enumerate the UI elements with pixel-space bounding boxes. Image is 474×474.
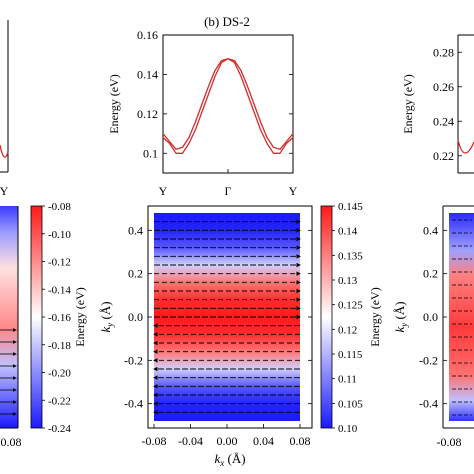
y-tick-label: 0.4: [128, 223, 143, 237]
right-map-plot: 0.4 0.2 0.0 -0.2 -0.4 ky (Å) -0.08: [392, 205, 474, 449]
left-band-xtick: Y: [0, 184, 9, 198]
b-band-ylabel: Energy (eV): [107, 74, 121, 133]
colorbar-tick-label: -0.22: [48, 395, 71, 407]
b-map-xticks: -0.08 -0.04 0.00 0.04 0.08: [142, 424, 311, 448]
x-tick-label: 0.08: [290, 434, 311, 448]
x-tick-label: -0.04: [178, 434, 203, 448]
y-tick-label: 0.0: [128, 310, 143, 324]
colorbar-tick-label: 0.12: [338, 324, 357, 336]
x-tick-label: -0.08: [142, 434, 167, 448]
y-tick-label: 0.26: [433, 80, 454, 94]
right-band-ylabel: Energy (eV): [401, 74, 415, 133]
left-map-arrows: [0, 328, 17, 416]
colorbar-tick-label: 0.14: [338, 226, 358, 238]
left-map-xtick: -0.08: [0, 435, 22, 449]
left-colorbar: -0.08 -0.10 -0.12 -0.14 -0.16 -0.18 -0.20 -0.22…: [30, 201, 87, 435]
colorbar-tick-label: 0.13: [338, 275, 358, 287]
y-tick-label: -0.2: [419, 353, 438, 367]
y-tick-label: -0.2: [124, 353, 143, 367]
right-map-xtick: -0.08: [437, 435, 462, 449]
colorbar-tick-label: 0.105: [338, 398, 363, 410]
colorbar-tick-label: -0.16: [48, 312, 71, 324]
y-tick-label: 0.2: [423, 267, 438, 281]
y-tick-label: 0.1: [143, 146, 158, 160]
y-tick-label: 0.14: [137, 67, 158, 81]
panel-b-title: (b) DS-2: [204, 14, 250, 29]
y-tick-label: 0.12: [137, 107, 158, 121]
b-map-xlabel: kx (Å): [214, 451, 245, 468]
right-map-arrows: [452, 219, 472, 416]
left-colorbar-label: Energy (eV): [73, 287, 87, 346]
colorbar-tick-label: 0.10: [338, 423, 358, 435]
colorbar-tick-label: 0.135: [338, 250, 363, 262]
b-band-yticks: 0.1 0.12 0.14 0.16: [137, 28, 293, 160]
y-tick-label: -0.4: [419, 397, 438, 411]
b-colorbar-label: Energy (eV): [368, 287, 382, 346]
right-map-heatmap: [449, 213, 474, 421]
left-band-plot: Y: [0, 20, 9, 198]
b-map-arrows: [153, 219, 301, 415]
x-tick-label: 0.04: [253, 434, 274, 448]
colorbar-tick-label: -0.24: [48, 423, 71, 435]
colorbar-tick-label: 0.115: [338, 349, 363, 361]
b-map-yticks: 0.4 0.2 0.0 -0.2 -0.4: [124, 223, 312, 411]
b-band-plot: (b) DS-2 0.1 0.12 0.14 0.16 Y Γ Y Energy (eV): [107, 14, 298, 198]
y-tick-label: 0.28: [433, 45, 454, 59]
y-tick-label: 0.22: [433, 149, 454, 163]
b-colorbar-ticks: 0.145 0.14 0.135 0.13 0.125 0.12 0.115 0.11 0.10…: [332, 201, 363, 435]
band-line: [162, 58, 294, 154]
colorbar-tick-label: -0.08: [48, 201, 71, 213]
colorbar-tick-label: 0.11: [338, 374, 357, 386]
b-colorbar: 0.145 0.14 0.135 0.13 0.125 0.12 0.115 0.11 0.10…: [320, 201, 382, 435]
right-band-yticks: 0.28 0.26 0.24 0.22: [433, 45, 462, 163]
colorbar-tick-label: -0.20: [48, 368, 71, 380]
x-tick-label: Γ: [225, 184, 232, 198]
right-map-yticks: 0.4 0.2 0.0 -0.2 -0.4: [419, 223, 447, 411]
x-tick-label: 0.00: [217, 434, 238, 448]
left-map-fill: [0, 206, 18, 428]
left-colorbar-gradient: [30, 205, 43, 429]
colorbar-tick-label: 0.145: [338, 201, 363, 213]
y-tick-label: 0.2: [128, 267, 143, 281]
right-partial-panel: 0.28 0.26 0.24 0.22 Energy (eV) 0.4 0.2 0.0 -0…: [392, 34, 474, 449]
y-tick-label: 0.4: [423, 223, 438, 237]
colorbar-tick-label: 0.125: [338, 300, 363, 312]
left-map-plot: -0.08: [0, 206, 22, 449]
b-colorbar-gradient: [320, 205, 333, 429]
x-tick-label: Y: [159, 184, 168, 198]
right-map-ylabel: ky (Å): [392, 301, 409, 332]
b-map-plot: 0.4 0.2 0.0 -0.2 -0.4 -0.08 -0.04 0.00 0.04 0.08…: [98, 205, 313, 468]
right-band-curve: [457, 139, 474, 154]
colorbar-tick-label: -0.18: [48, 340, 71, 352]
colorbar-tick-label: -0.14: [48, 284, 71, 296]
left-partial-panel: Y -0.08 -0.08-0.10-0.12-0.14-0.16-0.18-0…: [0, 20, 87, 449]
colorbar-tick-label: -0.12: [48, 257, 71, 269]
left-band-curve: [0, 144, 9, 158]
y-tick-label: 0.0: [423, 310, 438, 324]
b-band-lines: [162, 58, 294, 154]
band-line: [162, 58, 294, 154]
right-band-plot: 0.28 0.26 0.24 0.22 Energy (eV): [401, 34, 474, 174]
y-tick-label: 0.24: [433, 114, 454, 128]
y-tick-label: -0.4: [124, 397, 143, 411]
x-tick-label: Y: [289, 184, 298, 198]
colorbar-tick-label: -0.10: [48, 229, 71, 241]
y-tick-label: 0.16: [137, 28, 158, 42]
left-colorbar-ticks: -0.08 -0.10 -0.12 -0.14 -0.16 -0.18 -0.20 -0.22…: [42, 201, 71, 435]
b-map-ylabel: ky (Å): [98, 301, 115, 332]
